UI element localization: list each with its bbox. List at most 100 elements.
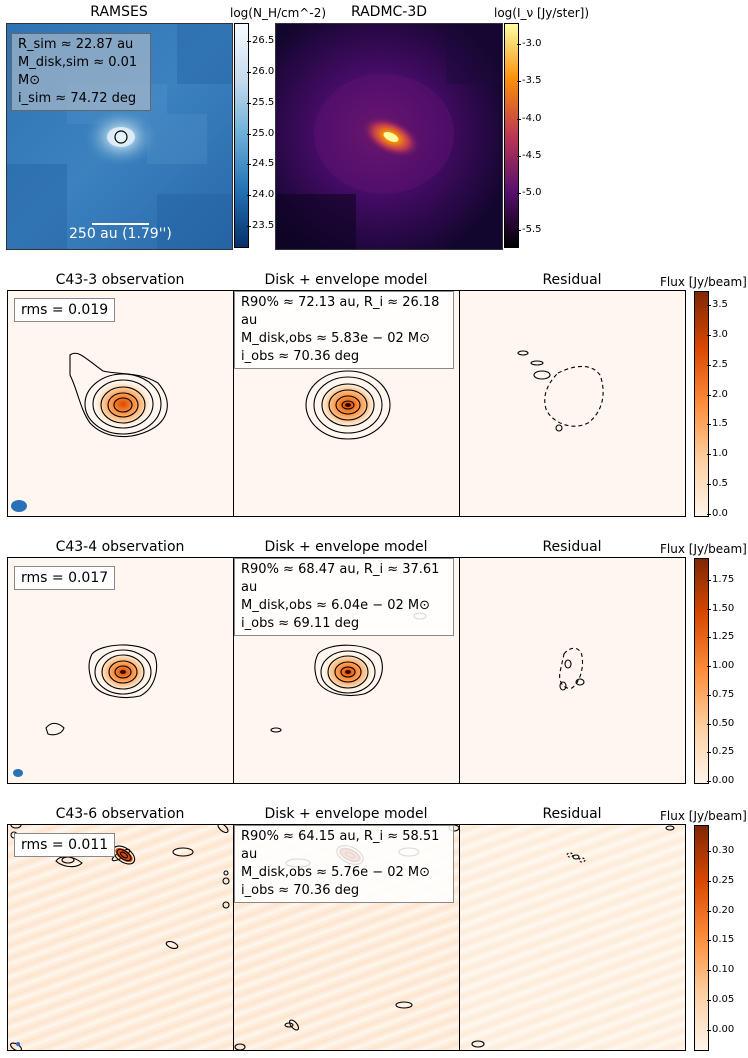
colorbar-tick: 1.0 — [707, 448, 728, 460]
colorbar-tick: 0.25 — [706, 746, 735, 758]
c433-colorbar-label: Flux [Jy/beam] — [660, 275, 747, 289]
radmc-title: RADMC-3D — [350, 4, 428, 20]
colorbar-tick: 1.75 — [706, 573, 735, 585]
colorbar-tick: 3.5 — [707, 298, 728, 310]
colorbar-tick: -4.5 — [517, 149, 542, 161]
c434-resid-image — [559, 647, 585, 691]
colorbar-tick: 23.5 — [246, 220, 275, 232]
c433-resid-image — [517, 350, 604, 432]
c436-obs-panel: rms = 0.011 — [7, 824, 234, 1051]
colorbar-tick: 1.25 — [706, 631, 735, 643]
c434-colorbar-label: Flux [Jy/beam] — [660, 542, 747, 556]
ramses-colorbar — [234, 23, 249, 248]
colorbar-tick: 25.5 — [246, 96, 275, 108]
c436-model-title: Disk + envelope model — [264, 806, 428, 822]
colorbar-tick: -3.5 — [517, 75, 542, 87]
scalebar-label: 250 au (1.79'') — [69, 226, 172, 242]
c436-resid-title: Residual — [542, 806, 602, 822]
m-disk-sim: M_disk,sim ≈ 0.01 M⊙ — [18, 55, 138, 88]
c434-r90: R90% ≈ 68.47 au, — [241, 562, 360, 577]
c434-rms-box: rms = 0.017 — [14, 566, 116, 590]
radmc-image — [276, 24, 502, 249]
radmc-panel — [275, 23, 503, 250]
colorbar-tick: 26.5 — [246, 34, 275, 46]
colorbar-tick: 1.50 — [706, 602, 735, 614]
c434-obs-title: C43-4 observation — [55, 539, 185, 555]
colorbar-tick: 2.5 — [707, 358, 728, 370]
c434-mdisk: M_disk,obs ≈ 6.04e − 02 M⊙ — [241, 598, 431, 613]
c436-colorbar — [694, 825, 709, 1051]
c436-model-panel: R90% ≈ 64.15 au, R_i ≈ 58.51 au M_disk,o… — [233, 824, 460, 1051]
sink-circle — [114, 130, 128, 144]
c434-obs-image — [13, 644, 158, 777]
c433-resid-panel — [459, 290, 686, 517]
c436-iobs: i_obs ≈ 70.36 deg — [241, 883, 360, 898]
ramses-colorbar-label: log(N_H/cm^-2) — [230, 6, 327, 20]
colorbar-tick: 0.20 — [706, 904, 735, 916]
colorbar-tick: 0.5 — [707, 478, 728, 490]
ramses-title: RAMSES — [90, 4, 148, 20]
c433-obs-image — [11, 352, 168, 512]
c433-model-title: Disk + envelope model — [264, 272, 428, 288]
c434-obs-panel: rms = 0.017 — [7, 557, 234, 784]
colorbar-tick: 0.00 — [706, 775, 735, 786]
colorbar-tick: 26.0 — [246, 65, 275, 77]
colorbar-tick: -5.5 — [517, 224, 542, 236]
colorbar-tick: 2.0 — [707, 388, 728, 400]
c433-mdisk: M_disk,obs ≈ 5.83e − 02 M⊙ — [241, 331, 431, 346]
c433-model-image — [305, 370, 391, 440]
beam-ellipse — [16, 1042, 20, 1046]
c433-resid-title: Residual — [542, 272, 602, 288]
c434-model-panel: R90% ≈ 68.47 au, R_i ≈ 37.61 au M_disk,o… — [233, 557, 460, 784]
c433-obs-title: C43-3 observation — [55, 272, 185, 288]
colorbar-tick: 0.30 — [706, 844, 735, 856]
colorbar-tick: -5.0 — [517, 186, 542, 198]
colorbar-tick: 0.75 — [706, 688, 735, 700]
colorbar-tick: 0.05 — [706, 994, 735, 1006]
colorbar-tick: 0.25 — [706, 874, 735, 886]
c433-ri: R_i ≈ 26.18 au — [241, 295, 440, 328]
ramses-panel: R_sim ≈ 22.87 au M_disk,sim ≈ 0.01 M⊙ i_… — [6, 23, 233, 250]
colorbar-tick: 1.5 — [707, 418, 728, 430]
c436-r90: R90% ≈ 64.15 au, — [241, 829, 360, 844]
colorbar-tick: 3.0 — [707, 328, 728, 340]
c436-colorbar-label: Flux [Jy/beam] — [660, 809, 747, 823]
colorbar-tick: 0.00 — [706, 1024, 735, 1036]
colorbar-tick: 1.00 — [706, 660, 735, 672]
c433-rms-box: rms = 0.019 — [14, 298, 116, 322]
c434-colorbar — [694, 558, 709, 784]
c434-model-title: Disk + envelope model — [264, 539, 428, 555]
radmc-colorbar — [504, 23, 519, 248]
c434-model-info: R90% ≈ 68.47 au, R_i ≈ 37.61 au M_disk,o… — [234, 558, 454, 636]
radmc-colorbar-label: log(I_ν [Jy/ster]) — [494, 6, 590, 20]
c434-resid-title: Residual — [542, 539, 602, 555]
c436-mdisk: M_disk,obs ≈ 5.76e − 02 M⊙ — [241, 865, 431, 880]
c433-r90: R90% ≈ 72.13 au, — [241, 295, 360, 310]
colorbar-tick: 0.15 — [706, 934, 735, 946]
c436-rms-box: rms = 0.011 — [14, 833, 116, 857]
c436-model-info: R90% ≈ 64.15 au, R_i ≈ 58.51 au M_disk,o… — [234, 825, 454, 903]
ramses-info-box: R_sim ≈ 22.87 au M_disk,sim ≈ 0.01 M⊙ i_… — [11, 33, 151, 111]
c434-iobs: i_obs ≈ 69.11 deg — [241, 616, 360, 631]
c433-model-info: R90% ≈ 72.13 au, R_i ≈ 26.18 au M_disk,o… — [234, 291, 454, 369]
colorbar-tick: -4.0 — [517, 112, 542, 124]
c433-obs-panel: rms = 0.019 — [7, 290, 234, 517]
c436-ri: R_i ≈ 58.51 au — [241, 829, 440, 862]
colorbar-tick: 24.0 — [246, 189, 275, 201]
c433-model-panel: R90% ≈ 72.13 au, R_i ≈ 26.18 au M_disk,o… — [233, 290, 460, 517]
i-sim: i_sim ≈ 74.72 deg — [18, 91, 137, 106]
colorbar-tick: -3.0 — [517, 38, 542, 50]
c433-iobs: i_obs ≈ 70.36 deg — [241, 349, 360, 364]
beam-ellipse — [11, 500, 27, 512]
c436-obs-image — [10, 825, 230, 1050]
colorbar-tick: 25.0 — [246, 127, 275, 139]
r-sim: R_sim ≈ 22.87 au — [18, 37, 134, 52]
colorbar-tick: 0.0 — [707, 508, 728, 519]
c433-colorbar — [694, 291, 709, 517]
colorbar-tick: 0.10 — [706, 964, 735, 976]
c434-model-image — [270, 612, 427, 733]
colorbar-tick: 24.5 — [246, 158, 275, 170]
beam-ellipse — [13, 769, 23, 777]
c436-resid-panel — [459, 824, 686, 1051]
c434-resid-panel — [459, 557, 686, 784]
